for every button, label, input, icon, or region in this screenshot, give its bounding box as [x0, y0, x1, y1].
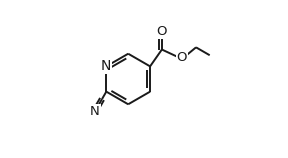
Text: O: O	[177, 51, 187, 64]
Text: N: N	[90, 105, 100, 118]
Text: N: N	[101, 59, 111, 73]
Text: O: O	[157, 25, 167, 38]
